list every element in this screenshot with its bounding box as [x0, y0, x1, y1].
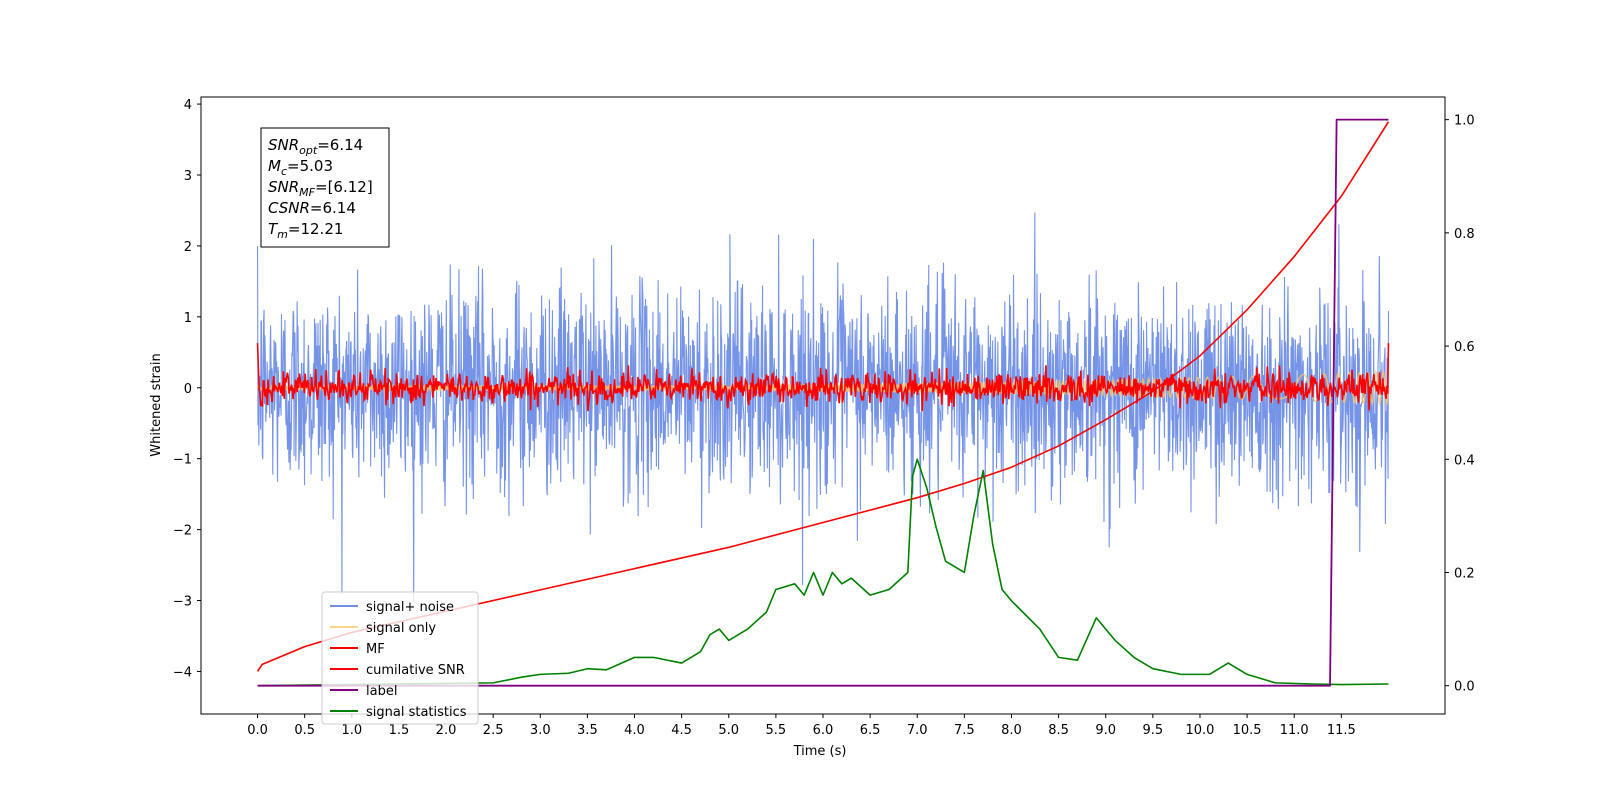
x-axis-label: Time (s)	[793, 744, 847, 759]
mf-line	[256, 343, 1390, 412]
metric-line: SNRMF=[6.12]	[268, 178, 373, 199]
legend-entry: MF	[366, 642, 385, 657]
right-y-tick-label: 0.2	[1454, 566, 1475, 581]
y-tick-label: 4	[184, 98, 192, 113]
metric-value: =[6.12]	[315, 178, 373, 196]
x-tick-label: 1.0	[341, 723, 362, 738]
label-series	[257, 118, 1389, 687]
x-tick-label: 5.0	[718, 723, 739, 738]
x-tick-label: 10.5	[1233, 723, 1262, 738]
metric-subscript: c	[281, 165, 287, 178]
legend-entry: signal only	[366, 621, 436, 636]
legend-entry: signal+ noise	[366, 600, 454, 615]
metric-value: =6.14	[310, 199, 356, 217]
y-axis-label: Whitened strain	[149, 353, 164, 456]
signal-noise-series	[257, 212, 1389, 602]
metric-line: Mc=5.03	[268, 157, 333, 178]
x-tick-label: 8.5	[1048, 723, 1069, 738]
metric-line: SNRopt=6.14	[268, 136, 363, 157]
left-y-axis-ticks: 4 3 2 1 0 −1 −2 −3 −4	[173, 98, 201, 680]
right-y-tick-label: 0.8	[1454, 227, 1475, 242]
x-tick-label: 9.5	[1143, 723, 1164, 738]
y-tick-label: 3	[184, 169, 192, 184]
right-y-tick-label: 1.0	[1454, 114, 1475, 129]
metric-symbol: SNR	[268, 178, 299, 196]
label-line	[257, 118, 1389, 687]
legend-entry: signal statistics	[366, 705, 467, 720]
x-tick-label: 7.5	[954, 723, 975, 738]
right-y-tick-label: 0.4	[1454, 453, 1475, 468]
metric-value: =6.14	[317, 136, 363, 154]
x-tick-label: 5.5	[766, 723, 787, 738]
x-tick-label: 2.0	[436, 723, 457, 738]
legend: signal+ noise signal only MF cumilative SNR…	[321, 591, 479, 725]
metric-value: =5.03	[287, 157, 333, 175]
metrics-annotation-box: SNRopt=6.14Mc=5.03SNRMF=[6.12]CSNR=6.14T…	[260, 127, 390, 248]
metric-symbol: M	[268, 157, 281, 175]
signal-statistics-series	[257, 458, 1389, 687]
x-tick-label: 6.0	[813, 723, 834, 738]
x-tick-label: 2.5	[483, 723, 504, 738]
metric-line: Tm=12.21	[268, 220, 343, 241]
signal-noise-line	[257, 212, 1389, 602]
x-tick-label: 0.0	[247, 723, 268, 738]
metric-symbol: SNR	[268, 136, 299, 154]
signal-statistics-line	[257, 458, 1389, 687]
x-tick-label: 3.5	[577, 723, 598, 738]
x-tick-label: 9.0	[1095, 723, 1116, 738]
y-tick-label: −3	[173, 595, 192, 610]
y-tick-label: −4	[173, 665, 192, 680]
y-tick-label: 2	[184, 240, 192, 255]
x-tick-label: 4.0	[624, 723, 645, 738]
right-y-tick-label: 0.0	[1454, 680, 1475, 695]
mf-series	[256, 343, 1390, 412]
y-tick-label: 0	[184, 382, 192, 397]
x-axis-ticks: 0.0 0.5 1.0 1.5 2.0 2.5 3.0 3.5 4.0 4.5 5.0 5.5 6.0 6…	[247, 714, 1356, 738]
x-tick-label: 1.5	[389, 723, 410, 738]
metric-subscript: opt	[299, 144, 318, 157]
x-tick-label: 7.0	[907, 723, 928, 738]
metric-line: CSNR=6.14	[268, 199, 356, 217]
y-tick-label: −1	[173, 453, 192, 468]
x-tick-label: 10.0	[1185, 723, 1214, 738]
metric-symbol: T	[268, 220, 279, 238]
x-tick-label: 11.5	[1327, 723, 1356, 738]
x-tick-label: 3.0	[530, 723, 551, 738]
y-tick-label: 1	[184, 311, 192, 326]
metric-symbol: CSNR	[268, 199, 310, 217]
x-tick-label: 11.0	[1280, 723, 1309, 738]
y-tick-label: −2	[173, 524, 192, 539]
legend-entry: label	[366, 684, 397, 699]
x-tick-label: 0.5	[294, 723, 315, 738]
x-tick-label: 4.5	[671, 723, 692, 738]
metric-subscript: MF	[299, 186, 315, 199]
right-y-tick-label: 0.6	[1454, 340, 1475, 355]
metric-subscript: m	[277, 228, 288, 241]
metric-value: =12.21	[288, 220, 344, 238]
x-tick-label: 6.5	[860, 723, 881, 738]
right-y-axis-ticks: 1.0 0.8 0.6 0.4 0.2 0.0	[1445, 114, 1475, 695]
x-tick-label: 8.0	[1001, 723, 1022, 738]
legend-entry: cumilative SNR	[366, 663, 465, 678]
